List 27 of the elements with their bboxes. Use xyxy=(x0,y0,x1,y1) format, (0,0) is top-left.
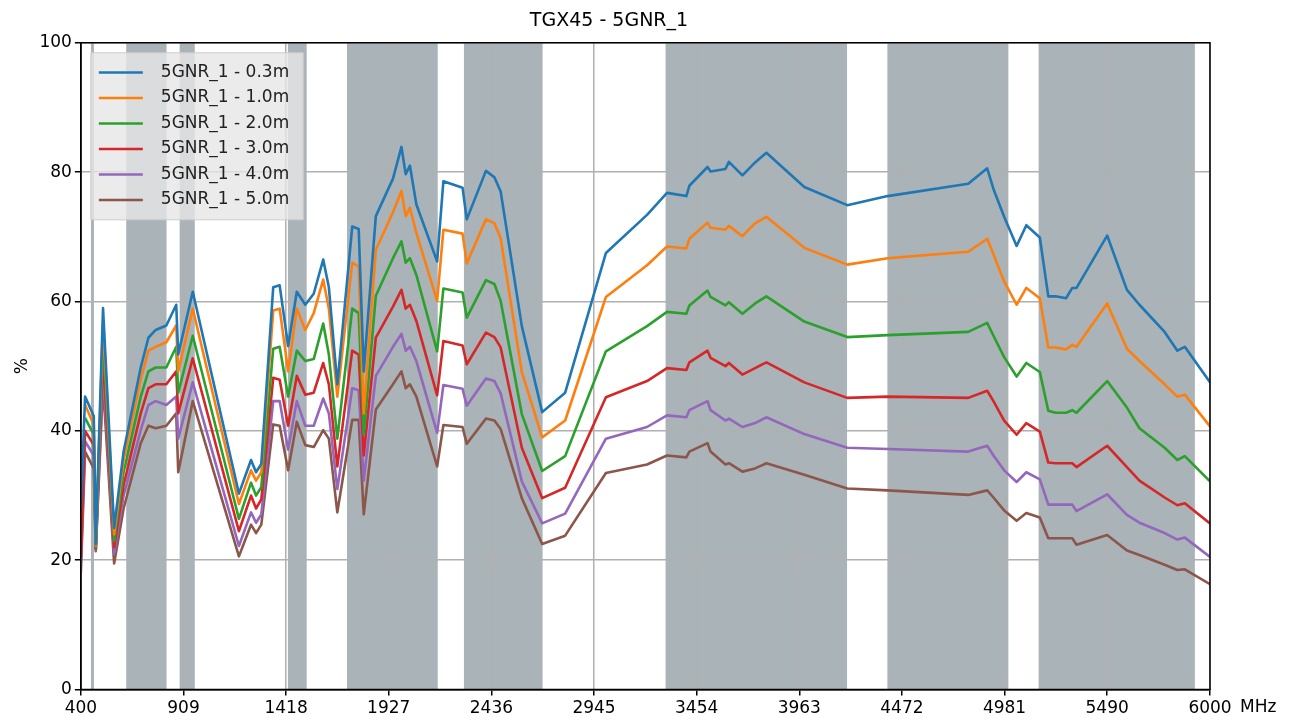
y-tick-label: 0 xyxy=(61,678,72,699)
y-tick-label: 40 xyxy=(50,419,72,440)
y-tick-label: 20 xyxy=(50,548,72,569)
legend-label: 5GNR_1 - 3.0m xyxy=(160,137,290,159)
x-axis-title: MHz xyxy=(1240,696,1277,717)
y-tick-label: 100 xyxy=(39,31,72,52)
x-tick-label: 1418 xyxy=(264,697,308,718)
x-tick-label: 3963 xyxy=(777,697,821,718)
x-tick-label: 400 xyxy=(64,697,98,718)
x-tick-label: 2945 xyxy=(572,697,616,718)
legend-label: 5GNR_1 - 5.0m xyxy=(160,188,290,210)
x-tick-label: 6000 xyxy=(1188,697,1232,718)
x-tick-label: 4981 xyxy=(982,697,1027,718)
x-tick-label: 3454 xyxy=(675,697,719,718)
x-tick-label: 4472 xyxy=(880,697,924,718)
legend-label: 5GNR_1 - 4.0m xyxy=(160,162,290,184)
chart-title: TGX45 - 5GNR_1 xyxy=(528,8,689,32)
x-tick-label: 1927 xyxy=(367,697,411,718)
legend-label: 5GNR_1 - 1.0m xyxy=(160,86,290,108)
x-tick-label: 2436 xyxy=(469,697,514,718)
legend-label: 5GNR_1 - 0.3m xyxy=(160,60,290,82)
legend-label: 5GNR_1 - 2.0m xyxy=(160,111,290,133)
x-tick-label: 909 xyxy=(167,697,200,718)
y-tick-label: 60 xyxy=(50,289,72,310)
x-tick-label: 5490 xyxy=(1085,697,1129,718)
y-axis-title: % xyxy=(10,358,31,375)
y-tick-label: 80 xyxy=(50,160,72,181)
